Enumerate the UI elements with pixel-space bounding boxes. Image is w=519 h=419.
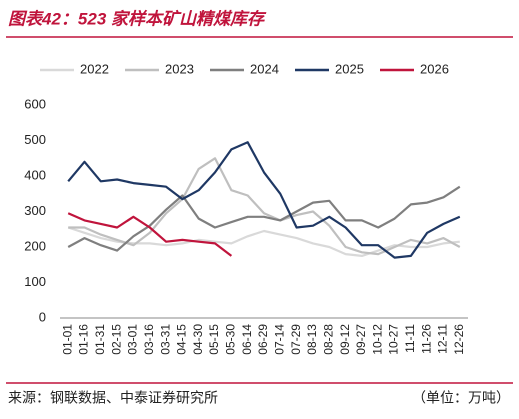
x-tick-label: 07-14 [272,324,286,355]
legend-label: 2026 [420,61,449,76]
series-line [67,141,461,259]
y-tick-label: 0 [39,309,46,324]
legend-label: 2024 [250,61,279,76]
series-line [67,226,460,257]
y-tick-label: 100 [24,274,46,289]
x-tick-label: 03-16 [142,324,156,355]
source: 来源：钢联数据、中泰证券研究所 [8,390,218,406]
x-tick-label: 03-01 [126,324,140,355]
y-tick-label: 200 [24,238,46,253]
x-tick-label: 11-26 [419,324,433,354]
series-line [67,185,461,252]
x-tick-label: 10-27 [387,324,401,355]
y-tick-label: 500 [24,132,46,147]
x-tick-label: 03-31 [158,324,172,355]
legend-label: 2025 [335,61,364,76]
x-tick-label: 01-01 [60,324,74,355]
x-tick-label: 01-16 [77,324,91,355]
x-tick-label: 05-30 [224,324,238,355]
x-tick-label: 04-30 [191,324,205,355]
x-tick-label: 10-12 [370,324,384,355]
x-tick-label: 08-28 [321,324,335,355]
x-tick-label: 12-11 [436,324,450,354]
x-tick-label: 06-14 [240,324,254,355]
x-tick-label: 02-15 [109,324,123,355]
chart-title: 图表42：523 家样本矿山精煤库存 [8,9,267,28]
x-tick-label: 05-15 [207,324,221,355]
x-tick-label: 12-26 [452,324,466,355]
x-tick-label: 04-15 [175,324,189,355]
unit: （单位：万吨） [412,390,510,406]
y-tick-label: 600 [24,96,46,111]
series-line [68,157,461,256]
x-tick-label: 06-29 [256,324,270,355]
x-tick-label: 09-27 [354,324,368,355]
legend-label: 2022 [80,61,109,76]
y-tick-label: 300 [24,203,46,218]
x-tick-label: 07-29 [289,324,303,355]
x-tick-label: 08-13 [305,324,319,355]
legend-label: 2023 [165,61,194,76]
x-tick-label: 09-12 [338,324,352,355]
series-line [67,212,233,257]
x-tick-label: 11-11 [403,324,417,353]
y-tick-label: 400 [24,167,46,182]
x-tick-label: 01-31 [93,324,107,355]
